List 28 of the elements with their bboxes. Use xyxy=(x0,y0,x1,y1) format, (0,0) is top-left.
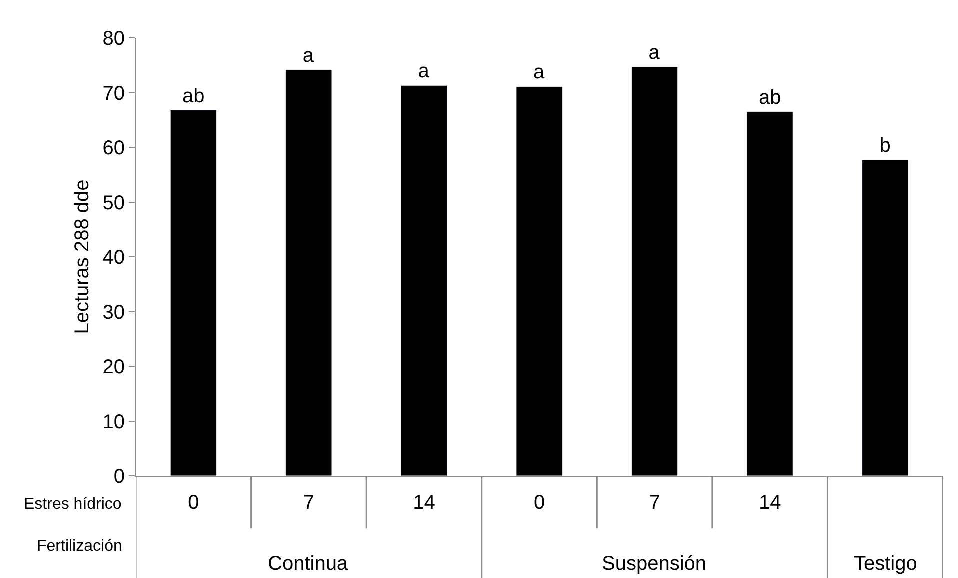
data-label: a xyxy=(302,44,315,67)
data-label: ab xyxy=(182,85,205,108)
text: Suspensión xyxy=(602,553,707,575)
y-tick-label: 60 xyxy=(102,138,125,160)
data-label: b xyxy=(880,135,891,158)
y-tick-label: 10 xyxy=(102,411,125,434)
y-tick-label: 70 xyxy=(102,82,125,105)
data-label: a xyxy=(534,62,546,84)
x-tick-label: 14 xyxy=(413,492,436,514)
x-tick-label: 0 xyxy=(534,492,546,514)
text: Estres hídrico xyxy=(24,496,122,513)
x-tick-label: 14 xyxy=(758,492,782,514)
data-label: a xyxy=(648,42,661,64)
text: Fertilización xyxy=(37,538,122,555)
y-tick-label: 30 xyxy=(102,302,125,324)
data-label: ab xyxy=(758,86,782,109)
y-axis-title: Lecturas 288 dde xyxy=(71,180,94,334)
y-tick-label: 20 xyxy=(102,356,125,378)
y-tick-label: 80 xyxy=(102,28,125,50)
x-tick-label: 7 xyxy=(649,492,660,514)
text: Testigo xyxy=(854,553,918,575)
y-tick-label: 0 xyxy=(114,466,125,488)
y-tick-label: 50 xyxy=(102,192,125,214)
x-tick-label: 7 xyxy=(303,492,314,514)
y-tick-label: 40 xyxy=(102,247,125,269)
text: Continua xyxy=(268,553,349,575)
data-label: a xyxy=(418,60,430,83)
x-tick-label: 0 xyxy=(188,492,200,514)
